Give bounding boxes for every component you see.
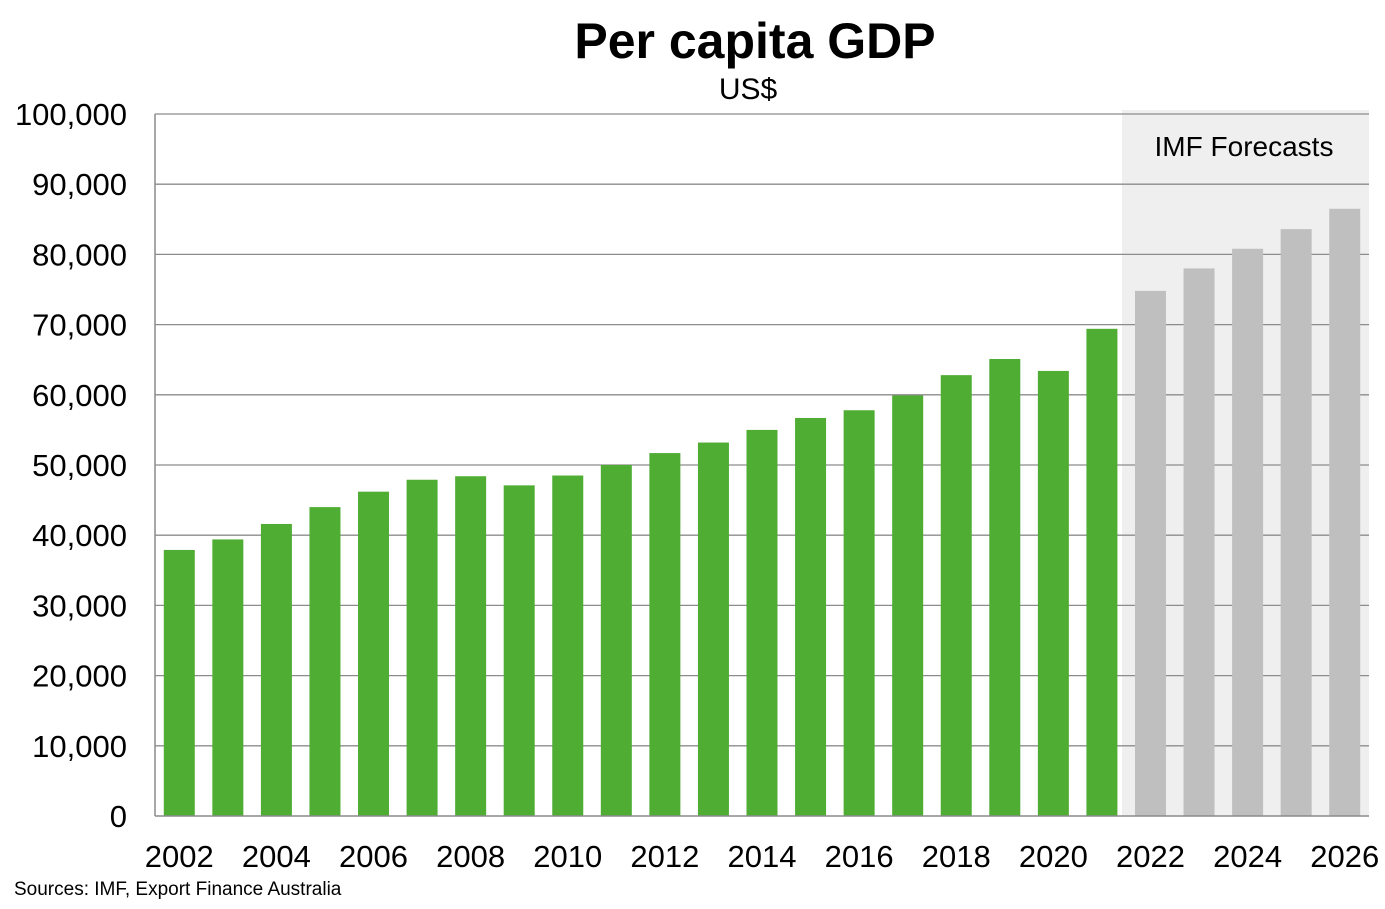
y-tick-labels: 0 10,000 20,000 30,000 40,000 50,000 60,000 70,… (15, 97, 127, 834)
bar-2008 (455, 476, 487, 816)
bar-2007 (406, 479, 438, 816)
x-tick-label: 2004 (242, 839, 311, 874)
y-tick-label: 40,000 (32, 518, 127, 553)
bar-2005 (309, 507, 341, 816)
y-tick-label: 50,000 (32, 448, 127, 483)
bar-2026 (1329, 208, 1361, 816)
x-tick-label: 2022 (1116, 839, 1185, 874)
bar-2011 (600, 465, 632, 816)
bar-2010 (552, 475, 584, 816)
axes (154, 114, 1369, 817)
x-tick-label: 2010 (533, 839, 602, 874)
bar-2002 (163, 549, 195, 816)
bar-2016 (843, 410, 875, 816)
x-tick-label: 2016 (825, 839, 894, 874)
x-tick-label: 2020 (1019, 839, 1088, 874)
y-tick-label: 30,000 (32, 588, 127, 623)
bar-2009 (503, 485, 535, 816)
bar-2013 (697, 442, 729, 816)
forecast-label: IMF Forecasts (1155, 131, 1334, 162)
chart-title: Per capita GDP (574, 13, 935, 69)
y-tick-label: 90,000 (32, 167, 127, 202)
y-tick-label: 70,000 (32, 308, 127, 343)
y-tick-label: 20,000 (32, 659, 127, 694)
bar-2025 (1280, 229, 1312, 817)
x-tick-label: 2024 (1213, 839, 1282, 874)
bar-2006 (358, 491, 390, 816)
y-tick-label: 10,000 (32, 729, 127, 764)
bar-2014 (746, 429, 778, 816)
y-tick-label: 60,000 (32, 378, 127, 413)
x-tick-label: 2026 (1310, 839, 1379, 874)
bar-2021 (1086, 328, 1118, 816)
y-tick-label: 100,000 (15, 97, 127, 132)
chart-subtitle: US$ (719, 73, 778, 106)
x-tick-label: 2008 (436, 839, 505, 874)
bar-2019 (989, 358, 1021, 816)
bar-2022 (1134, 290, 1166, 816)
bar-2004 (260, 523, 292, 816)
x-tick-label: 2012 (630, 839, 699, 874)
bar-2024 (1232, 248, 1264, 816)
x-tick-label: 2018 (922, 839, 991, 874)
x-tick-labels: 2002 2004 2006 2008 2010 2012 2014 2016 2018 2020… (145, 839, 1379, 874)
bars (163, 208, 1361, 817)
x-tick-label: 2014 (728, 839, 797, 874)
y-tick-label: 0 (110, 799, 127, 834)
bar-2023 (1183, 268, 1215, 816)
bar-2015 (795, 417, 827, 816)
source-note: Sources: IMF, Export Finance Australia (14, 879, 342, 900)
bar-2003 (212, 539, 244, 816)
bar-2012 (649, 453, 681, 816)
bar-2017 (892, 395, 924, 816)
y-tick-label: 80,000 (32, 237, 127, 272)
bar-2018 (940, 375, 972, 816)
x-tick-label: 2006 (339, 839, 408, 874)
bar-2020 (1037, 370, 1069, 816)
x-tick-label: 2002 (145, 839, 214, 874)
